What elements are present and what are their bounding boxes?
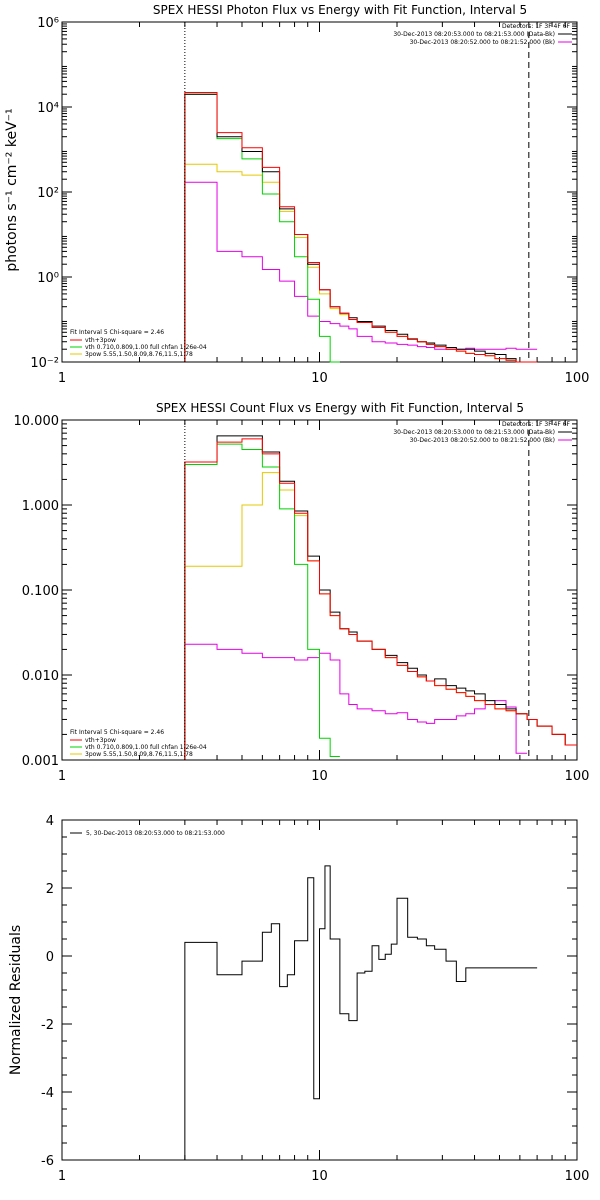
residuals-xtick-label: 10 [311, 1169, 328, 1184]
count-ytick-label: 1.000 [22, 499, 59, 514]
residuals-legend: 5, 30-Dec-2013 08:20:53.000 to 08:21:53.… [70, 830, 225, 837]
photon-ytick-label: 10⁰ [37, 271, 59, 286]
photon-flux-ticks: 1 10 100 10⁻² 10⁰ 10² 10⁴ 10⁶ [30, 16, 589, 386]
photon-xtick-label: 10 [311, 371, 328, 386]
residuals-ytick-label: 0 [46, 950, 54, 965]
photon-legend-3pow: 3pow 5.55,1.50,8.09,8.76,11.5,1.78 [85, 351, 193, 358]
residuals-xtick-label: 100 [565, 1169, 590, 1184]
photon-series-2 [184, 93, 340, 363]
count-ytick-label: 0.100 [22, 584, 59, 599]
count-legend-detectors: Detectors: 1F 3F 4F 6F [502, 421, 571, 428]
photon-flux-legend-top: Detectors: 1F 3F 4F 6F 30-Dec-2013 08:20… [393, 23, 572, 46]
photon-flux-series [184, 91, 538, 363]
count-flux-ticks: 1 10 100 0.001 0.010 0.100 1.000 10.000 [14, 414, 590, 784]
count-xtick-label: 10 [311, 769, 328, 784]
count-series-1 [184, 438, 577, 760]
photon-flux-title: SPEX HESSI Photon Flux vs Energy with Fi… [153, 3, 527, 17]
photon-flux-panel: SPEX HESSI Photon Flux vs Energy with Fi… [4, 3, 589, 386]
residuals-legend-text: 5, 30-Dec-2013 08:20:53.000 to 08:21:53.… [86, 830, 225, 837]
count-legend-fit-header: Fit Interval 5 Chi-square = 2.46 [70, 729, 164, 736]
count-flux-vlines [184, 420, 530, 760]
photon-legend-detectors: Detectors: 1F 3F 4F 6F [502, 23, 571, 30]
photon-xtick-label: 1 [58, 371, 66, 386]
photon-flux-legend-bottom: Fit Interval 5 Chi-square = 2.46 vth+3po… [70, 329, 207, 358]
count-flux-legend-bottom: Fit Interval 5 Chi-square = 2.46 vth+3po… [70, 729, 207, 758]
count-flux-series [184, 435, 577, 760]
count-ytick-label: 0.001 [22, 754, 59, 769]
photon-ytick-label: 10⁻² [30, 356, 59, 371]
count-xtick-label: 1 [58, 769, 66, 784]
count-series-3 [184, 472, 577, 760]
residuals-panel: Normalized Residuals 1 10 100 -6 -4 -2 0 2 4 5, … [8, 814, 589, 1184]
count-ytick-label: 10.000 [14, 414, 60, 429]
photon-flux-vlines [184, 22, 530, 362]
residuals-series [184, 865, 538, 1160]
count-flux-title: SPEX HESSI Count Flux vs Energy with Fit… [156, 401, 524, 415]
count-legend-vth: vth 0.710,0.809,1.00 full chfan 1.26e-04 [85, 744, 207, 751]
count-flux-legend-top: Detectors: 1F 3F 4F 6F 30-Dec-2013 08:20… [393, 421, 572, 444]
count-legend-3pow: 3pow 5.55,1.50,8.09,8.76,11.5,1.78 [85, 751, 193, 758]
photon-series-3 [184, 163, 538, 363]
photon-series-4 [184, 181, 538, 362]
photon-xtick-label: 100 [565, 371, 590, 386]
photon-series-0 [184, 93, 538, 363]
count-legend-total: vth+3pow [85, 737, 116, 744]
photon-legend-databk: 30-Dec-2013 08:20:53.000 to 08:21:53.000… [393, 31, 555, 38]
photon-legend-vth: vth 0.710,0.809,1.00 full chfan 1.26e-04 [85, 344, 207, 351]
photon-legend-fit-header: Fit Interval 5 Chi-square = 2.46 [70, 329, 164, 336]
residuals-ytick-label: -2 [41, 1018, 54, 1033]
count-series-4 [184, 643, 528, 760]
residuals-ytick-label: -4 [41, 1086, 54, 1101]
photon-series-1 [184, 91, 538, 363]
count-legend-databk: 30-Dec-2013 08:20:53.000 to 08:21:53.000… [393, 429, 555, 436]
photon-flux-ylabel: photons s⁻¹ cm⁻² keV⁻¹ [4, 108, 20, 271]
count-legend-bk: 30-Dec-2013 08:20:52.000 to 08:21:52.000… [410, 437, 555, 444]
photon-ytick-label: 10⁴ [37, 101, 59, 116]
residuals-ytick-label: 2 [46, 882, 54, 897]
count-series-0 [184, 435, 577, 760]
residuals-ylabel: Normalized Residuals [8, 925, 24, 1075]
residuals-ytick-label: -6 [41, 1154, 54, 1169]
count-flux-panel: SPEX HESSI Count Flux vs Energy with Fit… [14, 401, 590, 784]
residuals-ytick-label: 4 [46, 814, 54, 829]
photon-ytick-label: 10² [37, 186, 59, 201]
count-xtick-label: 100 [565, 769, 590, 784]
residuals-ticks: 1 10 100 -6 -4 -2 0 2 4 [41, 814, 589, 1184]
residuals-xtick-label: 1 [58, 1169, 66, 1184]
photon-legend-bk: 30-Dec-2013 08:20:52.000 to 08:21:52.000… [410, 39, 555, 46]
photon-legend-total: vth+3pow [85, 337, 116, 344]
photon-ytick-label: 10⁶ [37, 16, 59, 31]
count-ytick-label: 0.010 [22, 669, 59, 684]
residuals-series-0 [184, 865, 538, 1160]
